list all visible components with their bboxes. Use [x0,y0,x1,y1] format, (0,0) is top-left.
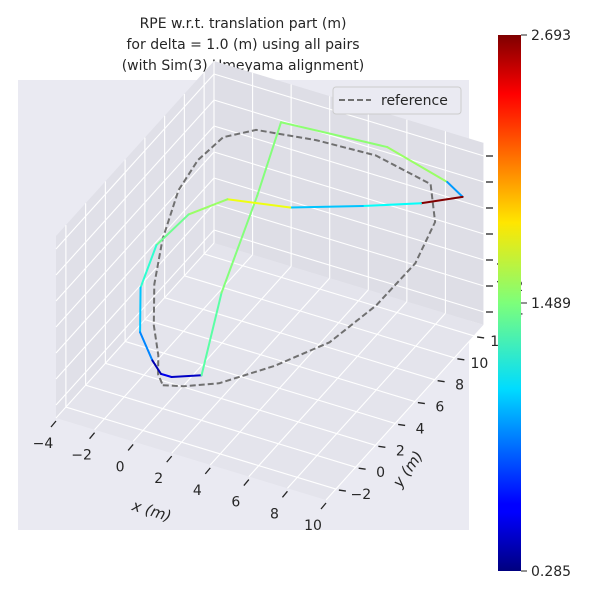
y-tick-mark [477,336,485,339]
y-tick-label: 6 [435,400,444,416]
colorbar-label-min: 0.285 [531,564,571,580]
x-tick-mark [320,502,327,510]
x-tick-mark [127,444,134,451]
series-segment-estimate [200,291,223,377]
grid-line-x [55,242,215,419]
grid-line-z [55,229,215,406]
x-tick-label: 4 [193,483,202,499]
grid-line-x [132,266,292,442]
grid-line-y [105,362,376,446]
y-tick-label: 8 [455,378,464,394]
chart-title-line-1: RPE w.r.t. translation part (m) [140,16,347,32]
series-segment-estimate [256,121,283,197]
grid-line-y [184,275,455,359]
grid-line-z [213,99,485,183]
grid-line-z [55,99,215,276]
grid-line-y [203,253,475,337]
series-segment-estimate [139,331,154,362]
series-segment-estimate [280,121,389,149]
series-segment-estimate [151,359,162,375]
x-tick-mark [89,432,96,440]
grid-line-z [55,73,215,250]
y-tick-mark [437,380,445,383]
series-line-reference [152,128,437,388]
grid-line-z [213,151,485,235]
grid-line-z [55,203,215,380]
grid-line-x [209,289,369,466]
y-tick-mark [417,401,425,405]
series-segment-estimate [159,372,173,379]
pane-floor [56,243,484,500]
grid-line-x [325,324,485,501]
grid-line-y [85,384,356,468]
x-tick-label: 10 [304,518,322,534]
x-tick-mark [204,467,211,475]
x-tick-mark [50,420,57,428]
series-segment-estimate [220,194,259,294]
colorbar-label-max: 2.693 [531,28,571,44]
x-tick-label: 0 [116,459,125,475]
y-tick-label: 2 [396,443,405,459]
grid-line-y [144,319,416,403]
y-tick-mark [398,423,406,427]
x-tick-label: −4 [33,436,54,452]
axes-grid [55,61,485,501]
x-tick-mark [281,490,288,498]
series-segment-estimate [361,202,422,208]
x-tick-label: 2 [154,471,163,487]
y-tick-label: 10 [470,356,488,372]
series-segment-estimate [446,180,464,198]
chart-title-line-2: for delta = 1.0 (m) using all pairs [127,37,360,53]
colorbar: 2.693 1.489 0.285 [498,28,571,580]
y-tick-mark [358,467,366,470]
colorbar-label-mid: 1.489 [531,296,571,312]
x-tick-label: 8 [270,506,279,522]
grid-line-z [213,73,485,157]
grid-line-x [94,254,253,431]
grid-line-z [213,203,485,287]
grid-line-x [248,301,408,477]
y-tick-mark [457,358,465,361]
grid-line-x [171,277,331,454]
y-tick-label: 4 [416,421,425,437]
chart-title-line-3: (with Sim(3) Umeyama alignment) [122,58,365,74]
grid-line-z [213,125,485,209]
x-tick-mark [243,479,250,486]
legend-box [332,86,462,115]
grid-line-z [55,177,215,354]
series-segment-estimate [187,198,229,216]
grid-line-z [55,125,215,302]
y-tick-label: 0 [376,465,385,481]
grid-line-z [55,151,215,328]
grid-line-z [213,229,485,313]
colorbar-gradient [498,35,521,571]
series-segment-estimate [419,195,464,205]
grid-line-y [164,297,435,381]
x-tick-label: 6 [231,495,240,511]
series-segment-estimate [386,146,449,183]
y-tick-mark [378,445,386,448]
legend-label-reference: reference [381,93,448,109]
series-segment-estimate [170,374,203,379]
series-segment-estimate [139,244,158,289]
series-segment-estimate [155,213,190,247]
y-tick-mark [338,489,346,492]
legend: reference [332,86,462,115]
x-tick-label: −2 [71,448,92,464]
series-segment-estimate [289,205,364,209]
y-tick-label: −2 [351,487,372,503]
grid-line-x [287,312,446,489]
grid-line-y [124,340,396,424]
grid-line-y [65,406,337,490]
series-group [139,121,464,388]
series-segment-estimate [226,198,292,209]
x-tick-mark [166,455,173,463]
